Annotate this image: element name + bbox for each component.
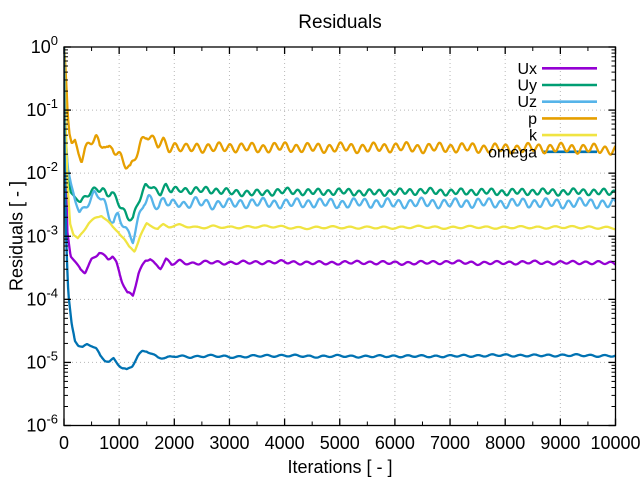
- legend-label-Uy: Uy: [517, 78, 537, 95]
- x-tick-label: 7000: [430, 433, 470, 453]
- series-curve-Uy: [64, 47, 616, 222]
- x-tick-label: 0: [59, 433, 69, 453]
- x-tick-label: 5000: [320, 433, 360, 453]
- legend-label-Ux: Ux: [517, 61, 537, 78]
- series-curve-omega: [64, 47, 616, 371]
- y-tick-label: 10-6: [26, 412, 58, 436]
- legend-label-k: k: [529, 128, 538, 145]
- y-tick-label: 10-4: [26, 285, 58, 309]
- series-curve-k: [64, 47, 616, 253]
- x-tick-label: 2000: [154, 433, 194, 453]
- x-tick-label: 4000: [265, 433, 305, 453]
- legend-label-Uz: Uz: [517, 94, 537, 111]
- y-tick-label: 10-2: [26, 159, 58, 183]
- x-tick-label: 10000: [590, 433, 640, 453]
- legend-label-p: p: [528, 111, 537, 128]
- x-tick-label: 6000: [375, 433, 415, 453]
- x-tick-label: 8000: [485, 433, 525, 453]
- x-tick-label: 9000: [540, 433, 580, 453]
- x-axis-title: Iterations [ - ]: [287, 457, 393, 477]
- series-curve-Ux: [64, 47, 616, 297]
- x-tick-label: 1000: [99, 433, 139, 453]
- series-curve-Uz: [64, 47, 616, 245]
- x-tick-label: 3000: [209, 433, 249, 453]
- y-tick-label: 100: [31, 33, 58, 57]
- y-tick-label: 10-3: [26, 222, 58, 246]
- y-tick-label: 10-5: [26, 348, 58, 372]
- chart-title: Residuals: [298, 12, 382, 33]
- legend-label-omega: omega: [488, 144, 537, 161]
- y-tick-label: 10-1: [26, 96, 58, 120]
- series-curve-p: [64, 47, 616, 170]
